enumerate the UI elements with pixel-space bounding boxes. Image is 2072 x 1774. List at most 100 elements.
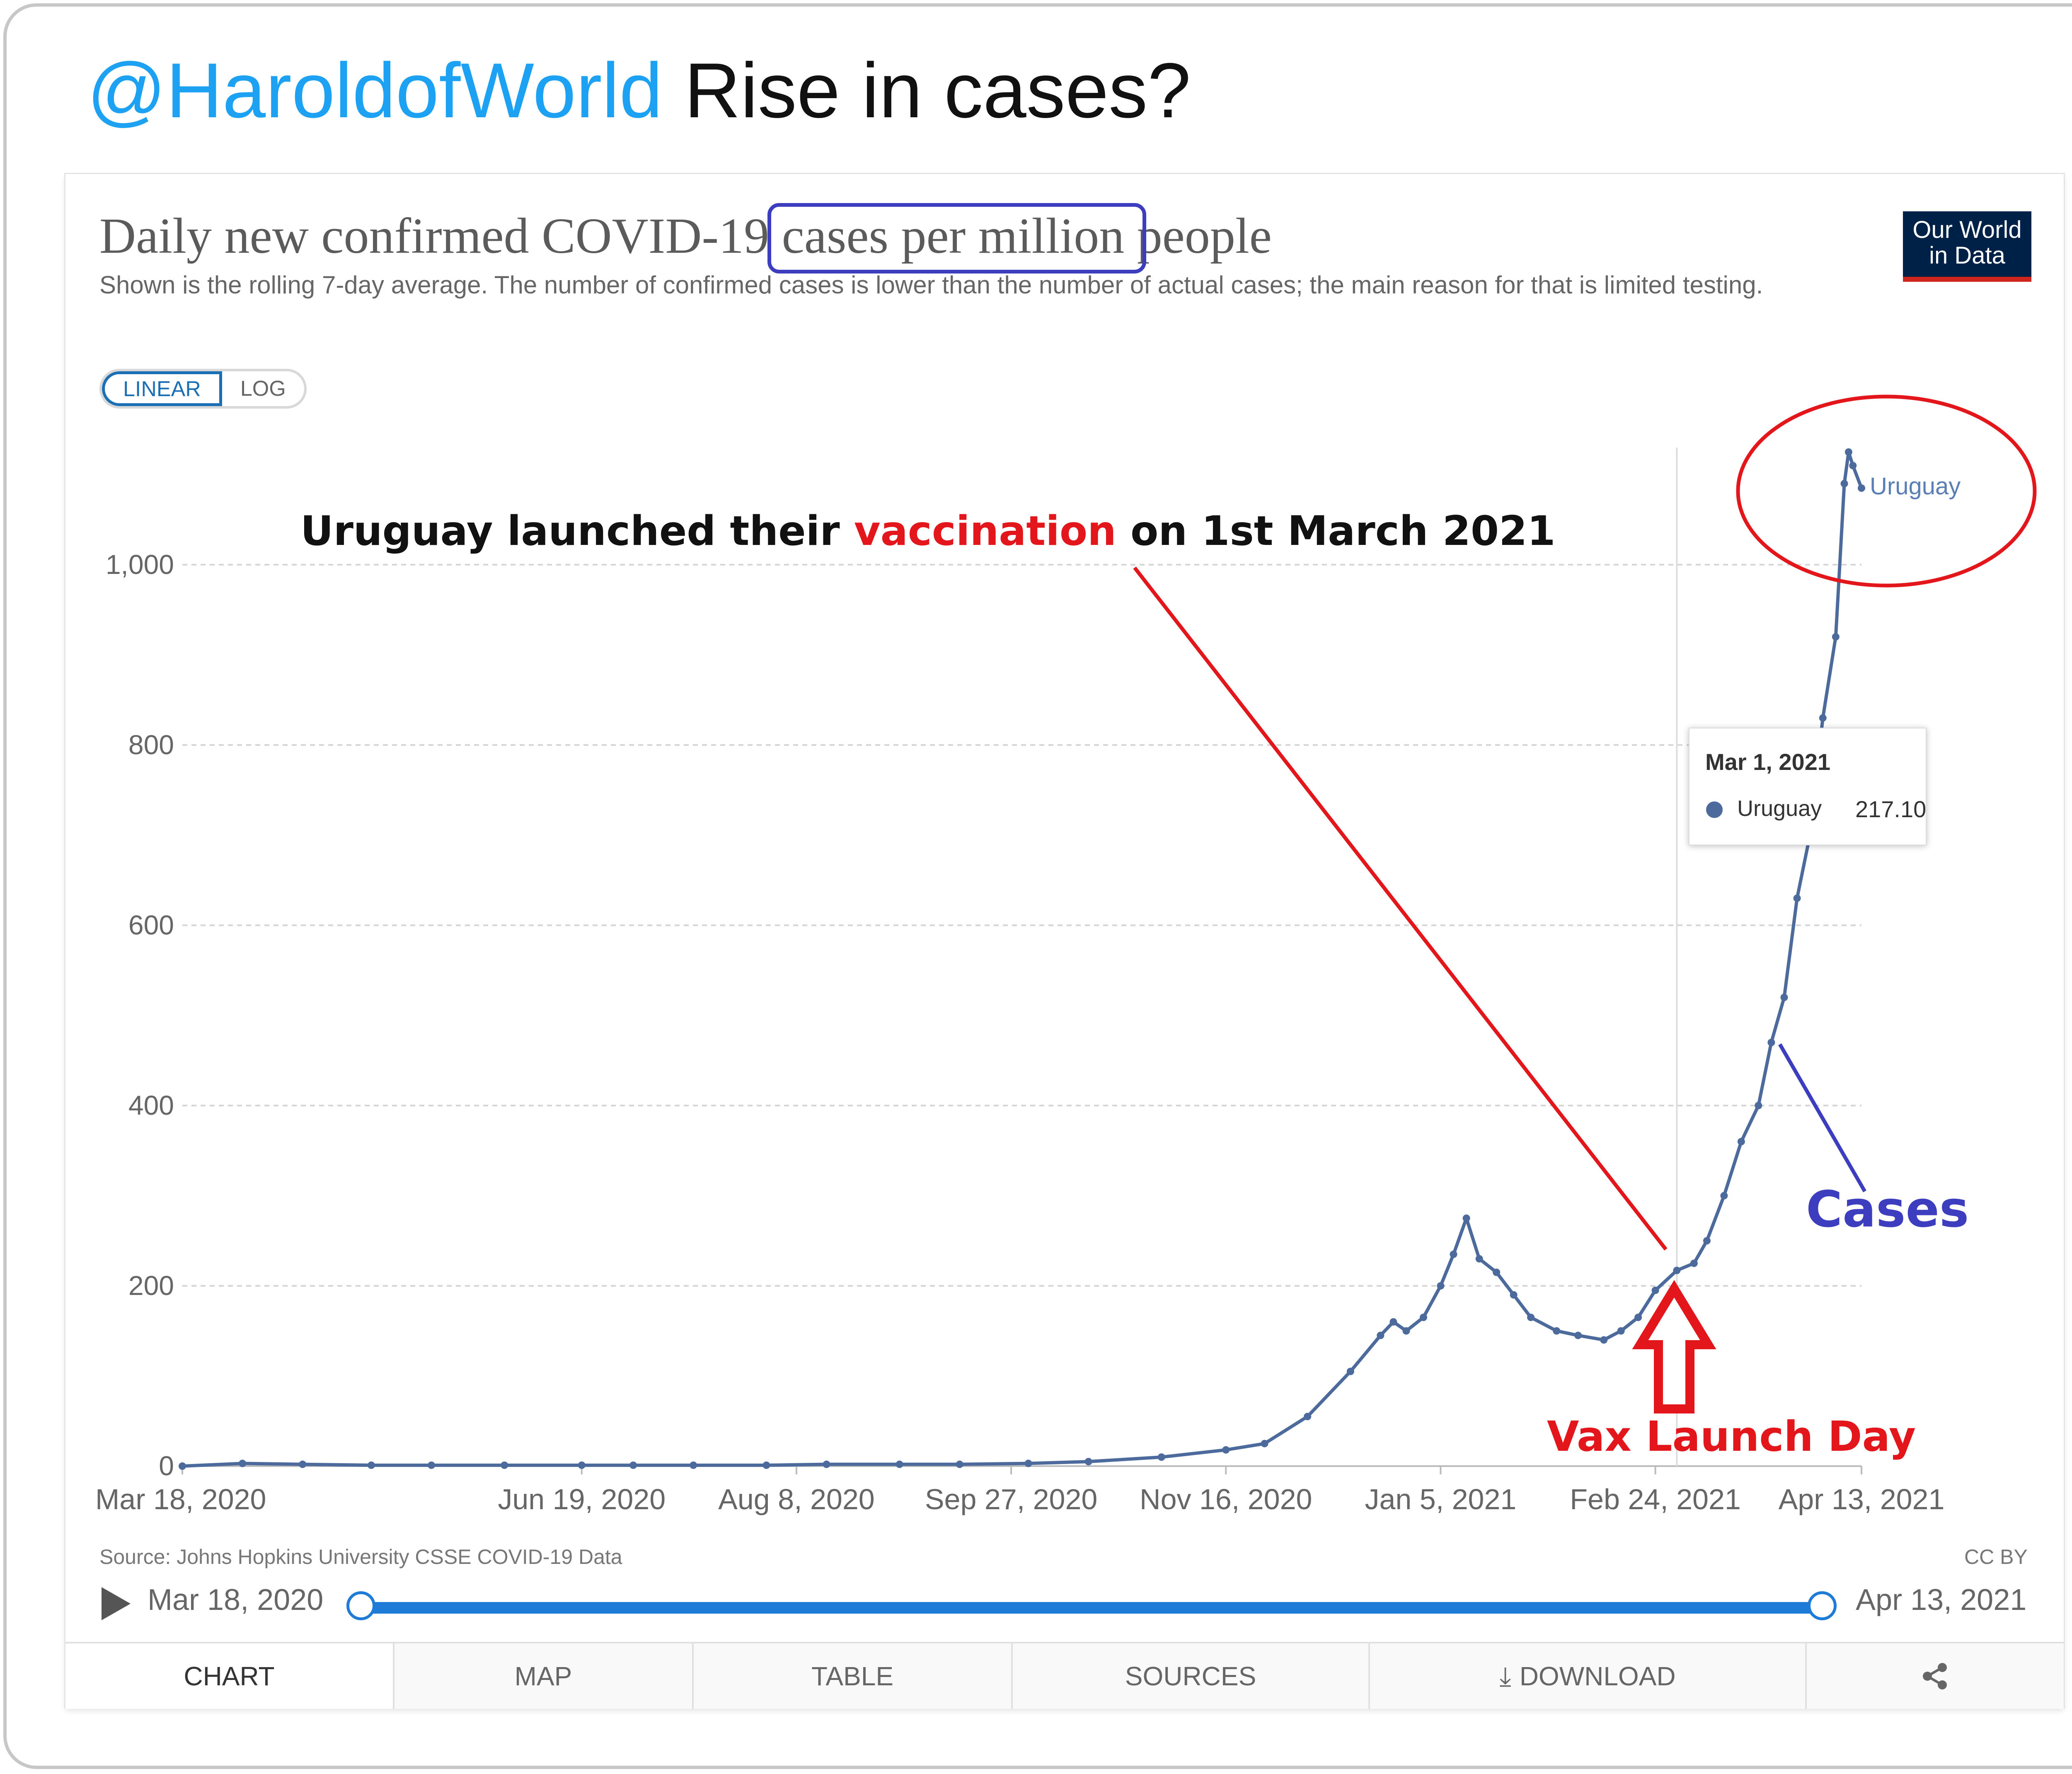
vaccination-pointer-line (1133, 566, 1668, 1251)
log-scale-button[interactable]: LOG (240, 377, 286, 401)
data-point (1858, 484, 1865, 492)
data-point (1720, 1192, 1728, 1200)
series-line-uruguay (182, 450, 1863, 1468)
vax-launch-day-annotation: Vax Launch Day (1547, 1412, 1916, 1461)
cases-pointer-line (1778, 1043, 1866, 1193)
data-point (1346, 1367, 1354, 1375)
share-icon (1923, 1663, 1947, 1689)
source-note[interactable]: Source: Johns Hopkins University CSSE CO… (99, 1545, 622, 1568)
data-point (239, 1459, 247, 1467)
tweet-header: @HaroldofWorld Rise in cases? (87, 46, 1191, 135)
data-point (1651, 1286, 1659, 1294)
vax-annotation-post: on 1st March 2021 (1116, 508, 1556, 555)
data-point (1819, 714, 1827, 722)
chart-title: Daily new confirmed COVID-19 cases per m… (99, 208, 1272, 264)
x-tick-label: Nov 16, 2020 (1140, 1483, 1312, 1515)
logo-line-2: in Data (1929, 242, 2005, 269)
data-point (501, 1461, 508, 1469)
cases-annotation: Cases (1806, 1181, 1969, 1239)
data-point (1553, 1327, 1561, 1335)
data-point (428, 1461, 436, 1469)
data-point (1844, 448, 1852, 456)
x-tick-label: Apr 13, 2021 (1779, 1483, 1945, 1515)
scale-toggle: LINEAR LOG (99, 369, 307, 409)
tooltip-value: 217.10 (1855, 796, 1927, 822)
tab-download[interactable]: ⤓ DOWNLOAD (1368, 1643, 1805, 1709)
data-point (762, 1461, 770, 1469)
linear-scale-button[interactable]: LINEAR (102, 371, 222, 406)
uruguay-highlight-ellipse (1736, 394, 2037, 588)
data-point (179, 1462, 186, 1470)
tooltip-series-name: Uruguay (1737, 796, 1822, 821)
data-point (1737, 1137, 1745, 1145)
y-tick-label: 200 (128, 1270, 174, 1301)
data-point (299, 1460, 307, 1468)
vax-annotation-word: vaccination (854, 508, 1116, 555)
data-point (1377, 1331, 1385, 1339)
x-tick-label: Aug 8, 2020 (718, 1483, 875, 1515)
tooltip-series-dot (1706, 801, 1723, 818)
chart-card (65, 174, 2064, 1707)
vax-launch-arrow-icon (1632, 1280, 1716, 1413)
chart-tooltip: Mar 1, 2021 Uruguay 217.10 (1689, 728, 1927, 845)
data-point (1703, 1237, 1711, 1245)
tab-share[interactable] (1805, 1643, 2064, 1709)
data-point (1832, 633, 1840, 641)
data-point (896, 1460, 903, 1468)
x-tick-label: Jun 19, 2020 (498, 1483, 666, 1515)
series-label-uruguay: Uruguay (1870, 473, 1961, 500)
data-point (1402, 1327, 1410, 1335)
data-point (1084, 1458, 1092, 1466)
data-point (1450, 1250, 1457, 1258)
y-tick-label: 600 (128, 910, 174, 940)
data-point (1617, 1327, 1625, 1335)
x-tick-label: Mar 18, 2020 (95, 1483, 266, 1515)
tab-map[interactable]: MAP (393, 1643, 692, 1709)
timeline-start-label: Mar 18, 2020 (148, 1583, 324, 1617)
data-point (1600, 1336, 1608, 1344)
data-point (1574, 1331, 1582, 1339)
vax-annotation-pre: Uruguay launched their (300, 508, 854, 555)
data-point (1475, 1255, 1483, 1263)
data-point (1222, 1446, 1230, 1454)
timeline-start-handle[interactable] (346, 1591, 375, 1620)
x-tick-label: Jan 5, 2021 (1365, 1483, 1516, 1515)
data-point (1634, 1314, 1642, 1321)
timeline-track[interactable] (363, 1602, 1821, 1614)
tweet-text: Rise in cases? (684, 47, 1191, 134)
chart-tabs: CHART MAP TABLE SOURCES ⤓ DOWNLOAD (65, 1642, 2064, 1709)
data-point (1767, 1038, 1775, 1046)
timeline-end-handle[interactable] (1808, 1591, 1837, 1620)
data-point (1793, 894, 1801, 902)
data-point (1419, 1314, 1427, 1321)
x-tick-label: Sep 27, 2020 (925, 1483, 1097, 1515)
data-point (1690, 1259, 1698, 1267)
logo-line-1: Our World (1912, 216, 2022, 243)
tab-table[interactable]: TABLE (692, 1643, 1011, 1709)
title-highlight-box (767, 203, 1146, 273)
tweet-handle[interactable]: @HaroldofWorld (87, 47, 663, 134)
download-icon: ⤓ (1499, 1661, 1511, 1691)
y-tick-label: 400 (128, 1090, 174, 1121)
data-point (629, 1461, 637, 1469)
data-point (1840, 480, 1848, 488)
tab-chart[interactable]: CHART (65, 1643, 393, 1709)
data-point (823, 1460, 830, 1468)
tab-download-label: DOWNLOAD (1519, 1661, 1676, 1691)
timeline-end-label: Apr 13, 2021 (1856, 1583, 2027, 1617)
tooltip-date: Mar 1, 2021 (1705, 749, 1830, 775)
owid-logo[interactable]: Our World in Data (1903, 211, 2031, 282)
data-point (1510, 1291, 1518, 1299)
tab-sources[interactable]: SOURCES (1011, 1643, 1368, 1709)
vaccination-annotation: Uruguay launched their vaccination on 1s… (300, 508, 1555, 555)
data-point (690, 1461, 697, 1469)
data-point (1304, 1413, 1312, 1421)
data-point (1673, 1266, 1681, 1274)
data-point (1437, 1282, 1445, 1290)
y-tick-label: 800 (128, 729, 174, 760)
license-link[interactable]: CC BY (1964, 1545, 2028, 1568)
data-point (1024, 1459, 1032, 1467)
play-icon[interactable] (102, 1587, 131, 1620)
data-point (1157, 1453, 1165, 1461)
